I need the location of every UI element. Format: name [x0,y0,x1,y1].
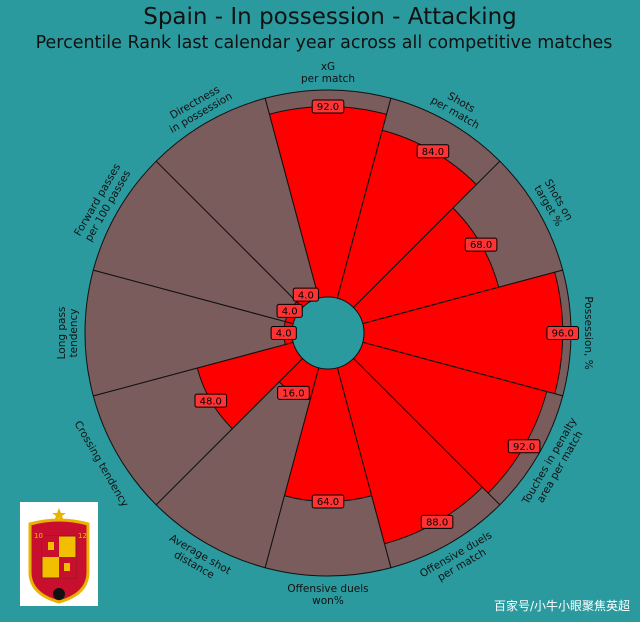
chart-subtitle: Percentile Rank last calendar year acros… [36,33,613,53]
value-label-box [546,326,580,340]
value-label: 16.0 [282,388,304,399]
watermark-text: 百家号/小牛小眼聚焦英超 [493,599,630,613]
category-label: Possession, % [582,296,594,369]
value-label-box [507,439,541,454]
value-label-box [464,237,498,252]
value-label: 4.0 [282,306,298,317]
value-label-box [276,303,303,318]
category-label: Offensive duels won% [287,583,368,607]
value-label: 4.0 [298,290,314,301]
value-label-box [292,287,319,302]
spain-crest-icon: 10 12 [20,502,98,606]
value-label-box [194,393,228,408]
value-label-box [311,99,345,114]
value-label-box [277,385,310,400]
value-label: 68.0 [470,240,492,251]
value-label: 4.0 [276,329,292,340]
value-label: 88.0 [426,518,448,529]
value-label-box [270,326,297,340]
svg-text:10: 10 [34,532,43,540]
value-label: 96.0 [552,329,574,340]
value-label: 48.0 [200,396,222,407]
value-label: 92.0 [317,102,339,113]
chart-value-labels: 92.084.068.096.092.088.064.016.048.04.04… [194,99,580,529]
value-label: 64.0 [317,497,339,508]
value-label-box [420,514,454,529]
chart-title: Spain - In possession - Attacking [143,4,517,30]
value-label-box [311,494,345,509]
value-label-box [416,144,450,159]
value-label: 84.0 [422,147,444,158]
category-label: Long passtendency [56,307,80,360]
chart-center-hole [291,296,365,370]
value-label: 92.0 [513,442,535,453]
svg-text:12: 12 [78,532,87,540]
category-label: xG per match [301,61,355,85]
